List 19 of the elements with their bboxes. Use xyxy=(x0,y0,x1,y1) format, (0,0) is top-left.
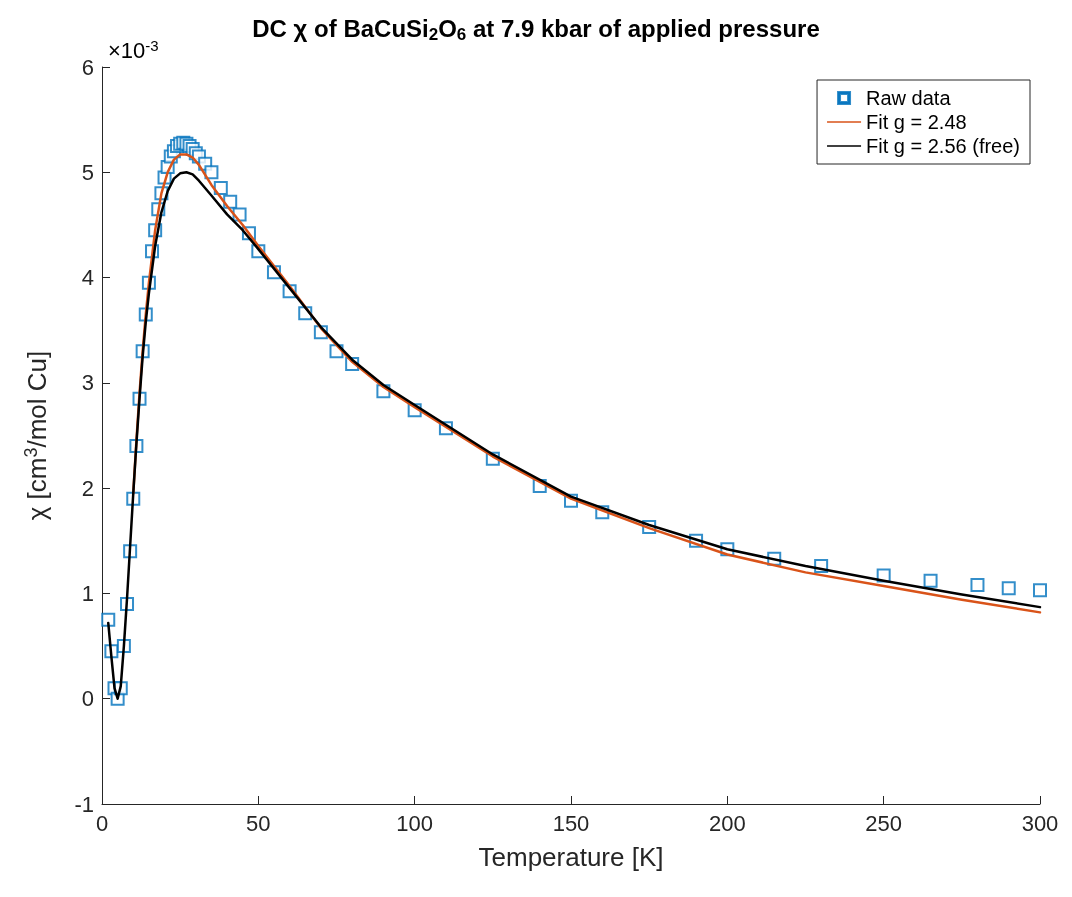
x-tick-label: 250 xyxy=(865,810,903,836)
y-tick-label: 4 xyxy=(81,265,94,291)
y-tick-label: 1 xyxy=(81,580,94,606)
x-tick-label: 50 xyxy=(246,810,271,836)
x-tick-label: 100 xyxy=(396,810,434,836)
legend-label: Fit g = 2.56 (free) xyxy=(866,135,1021,157)
y-tick-label: 0 xyxy=(81,686,94,712)
y-tick-label: 3 xyxy=(81,370,94,396)
y-tick-label: 5 xyxy=(81,159,94,185)
legend-label: Raw data xyxy=(866,87,952,109)
x-tick-label: 300 xyxy=(1021,810,1059,836)
y-tick-label: -1 xyxy=(74,791,94,817)
x-tick-label: 150 xyxy=(552,810,590,836)
y-tick-label: 6 xyxy=(81,54,94,80)
y-tick-label: 2 xyxy=(81,475,94,501)
x-tick-label: 200 xyxy=(708,810,746,836)
y-axis-title: χ [cm3/mol Cu] xyxy=(21,350,53,521)
legend-label: Fit g = 2.48 xyxy=(866,111,967,133)
x-axis-title: Temperature [K] xyxy=(478,842,664,872)
